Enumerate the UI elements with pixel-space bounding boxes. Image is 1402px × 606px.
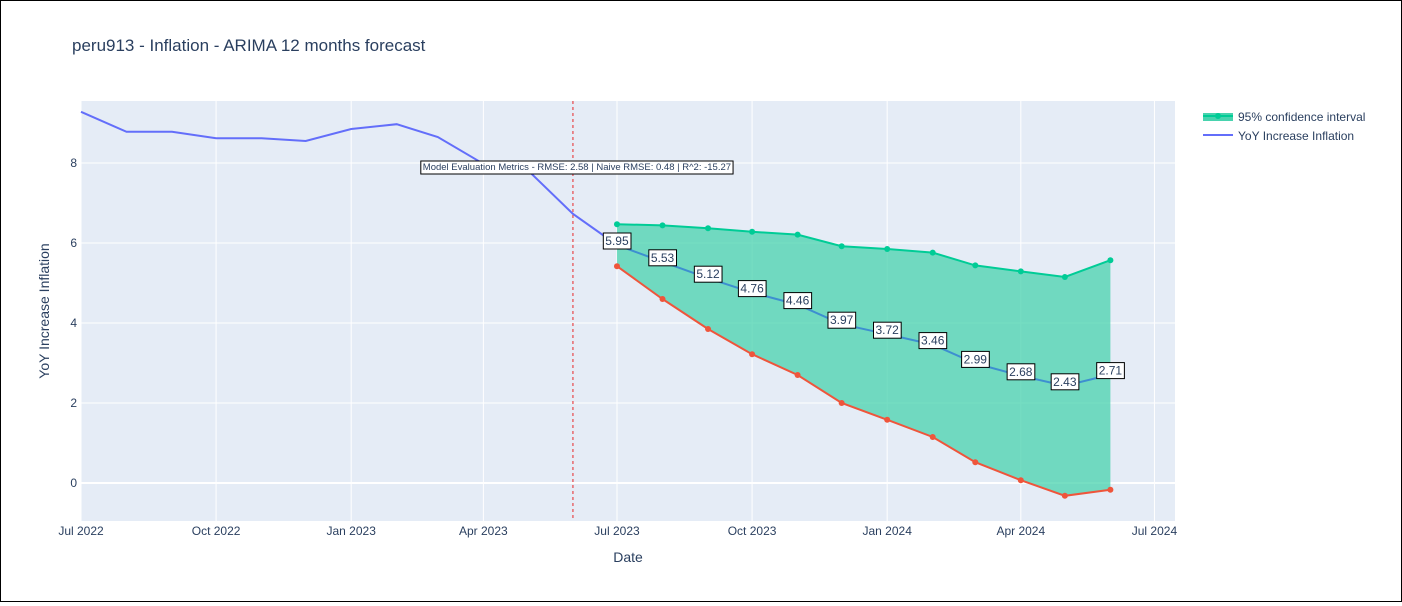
forecast-value-text: 5.12 xyxy=(696,267,720,281)
forecast-value-text: 2.99 xyxy=(964,352,988,366)
forecast-value-label: 3.97 xyxy=(827,311,857,329)
forecast-value-label: 3.72 xyxy=(873,321,902,339)
upper-bound-point xyxy=(659,222,666,229)
forecast-value-box xyxy=(693,265,723,283)
lower-bound-point xyxy=(1107,486,1114,493)
upper-bound-point xyxy=(794,231,801,238)
y-tick-label: 2 xyxy=(70,396,77,410)
lower-bound-line xyxy=(616,265,1111,497)
forecast-value-label: 4.46 xyxy=(783,292,813,310)
lower-bound-point xyxy=(749,351,756,358)
forecast-value-text: 2.43 xyxy=(1053,375,1077,389)
upper-bound-point xyxy=(613,221,620,228)
legend-label-inflation: YoY Increase Inflation xyxy=(1238,129,1354,143)
lower-bound-point xyxy=(972,459,979,466)
upper-bound-point xyxy=(884,246,891,252)
forecast-value-label: 5.12 xyxy=(693,265,723,283)
x-axis-title: Date xyxy=(613,549,643,565)
lower-bound-point xyxy=(838,400,845,406)
y-tick-label: 8 xyxy=(70,156,77,170)
upper-bound-point xyxy=(1061,274,1068,280)
lower-bound-point xyxy=(705,326,712,332)
y-tick-label: 0 xyxy=(70,476,77,490)
forecast-value-text: 2.71 xyxy=(1099,364,1123,378)
forecast-value-label: 2.68 xyxy=(1006,363,1036,381)
x-tick-label: Oct 2022 xyxy=(192,524,241,538)
forecast-value-text: 3.46 xyxy=(921,334,945,348)
legend-band-marker xyxy=(1215,113,1221,119)
upper-bound-point xyxy=(705,225,712,232)
lower-bound-points xyxy=(613,263,1114,499)
x-tick-label: Apr 2023 xyxy=(459,524,508,538)
lower-bound-point xyxy=(659,296,666,302)
x-tick-label: Jan 2023 xyxy=(327,524,377,538)
y-tick-label: 6 xyxy=(70,236,77,250)
forecast-value-label: 4.76 xyxy=(737,280,767,298)
upper-bound-point xyxy=(972,262,979,269)
forecast-value-labels: 5.95 5.53 5.12 4.76 4.46 3.97 3.72 3.46 2.99 2.68… xyxy=(602,232,1125,391)
lower-bound-point xyxy=(1061,492,1068,499)
x-tick-label: Jul 2024 xyxy=(1132,524,1178,538)
forecast-value-box xyxy=(1050,373,1080,391)
metrics-annotation-box xyxy=(420,160,734,175)
upper-bound-point xyxy=(929,249,936,256)
forecast-value-label: 5.53 xyxy=(648,249,678,267)
x-tick-label: Jan 2024 xyxy=(862,524,912,538)
legend: 95% confidence interval YoY Increase Inf… xyxy=(1203,110,1365,143)
legend-item-confidence[interactable]: 95% confidence interval xyxy=(1203,110,1365,124)
forecast-value-box xyxy=(918,332,948,350)
forecast-value-label: 2.71 xyxy=(1096,362,1125,380)
upper-bound-points xyxy=(613,221,1114,280)
y-axis-title: YoY Increase Inflation xyxy=(36,243,52,378)
forecast-value-box xyxy=(873,321,902,339)
legend-item-inflation[interactable]: YoY Increase Inflation xyxy=(1203,129,1354,143)
forecast-value-text: 5.95 xyxy=(605,234,629,248)
upper-bound-point xyxy=(1017,268,1024,275)
forecast-value-box xyxy=(737,280,767,298)
forecast-value-label: 2.99 xyxy=(961,350,990,368)
forecast-value-box xyxy=(1006,363,1036,381)
forecast-value-box xyxy=(961,350,990,368)
x-tick-label: Apr 2024 xyxy=(996,524,1045,538)
forecast-value-box xyxy=(602,232,632,250)
forecast-value-text: 5.53 xyxy=(651,251,675,265)
forecast-value-text: 4.46 xyxy=(786,294,810,308)
forecast-value-box xyxy=(783,292,813,310)
upper-bound-point xyxy=(749,228,756,235)
lower-bound-point xyxy=(1017,477,1024,484)
y-tick-label: 4 xyxy=(70,316,77,330)
forecast-value-text: 2.68 xyxy=(1009,365,1033,379)
forecast-value-box xyxy=(827,311,857,329)
forecast-value-text: 3.97 xyxy=(830,313,854,327)
metrics-annotation: Model Evaluation Metrics - RMSE: 2.58 | … xyxy=(420,160,734,175)
forecast-value-text: 4.76 xyxy=(740,282,764,296)
x-axis-ticks: Jul 2022 Oct 2022 Jan 2023 Apr 2023 Jul 2023… xyxy=(58,524,1177,538)
lower-bound-point xyxy=(929,434,936,440)
forecast-value-label: 2.43 xyxy=(1050,373,1080,391)
legend-label-confidence: 95% confidence interval xyxy=(1238,110,1365,124)
forecast-value-box xyxy=(1096,362,1125,380)
lower-bound-point xyxy=(884,416,891,423)
forecast-value-box xyxy=(648,249,678,267)
upper-bound-point xyxy=(1107,257,1114,264)
upper-bound-line xyxy=(616,223,1111,279)
x-tick-label: Jul 2023 xyxy=(594,524,640,538)
forecast-value-text: 3.72 xyxy=(876,323,900,337)
forecast-value-label: 5.95 xyxy=(602,232,632,250)
lower-bound-point xyxy=(613,263,620,270)
y-axis-ticks: 0 2 4 6 8 xyxy=(70,156,77,490)
x-tick-label: Jul 2022 xyxy=(58,524,104,538)
upper-bound-point xyxy=(838,243,845,250)
metrics-annotation-text: Model Evaluation Metrics - RMSE: 2.58 | … xyxy=(423,162,731,173)
lower-bound-point xyxy=(794,372,801,378)
x-tick-label: Oct 2023 xyxy=(728,524,777,538)
forecast-value-label: 3.46 xyxy=(918,332,948,350)
chart-title: peru913 - Inflation - ARIMA 12 months fo… xyxy=(72,36,426,55)
